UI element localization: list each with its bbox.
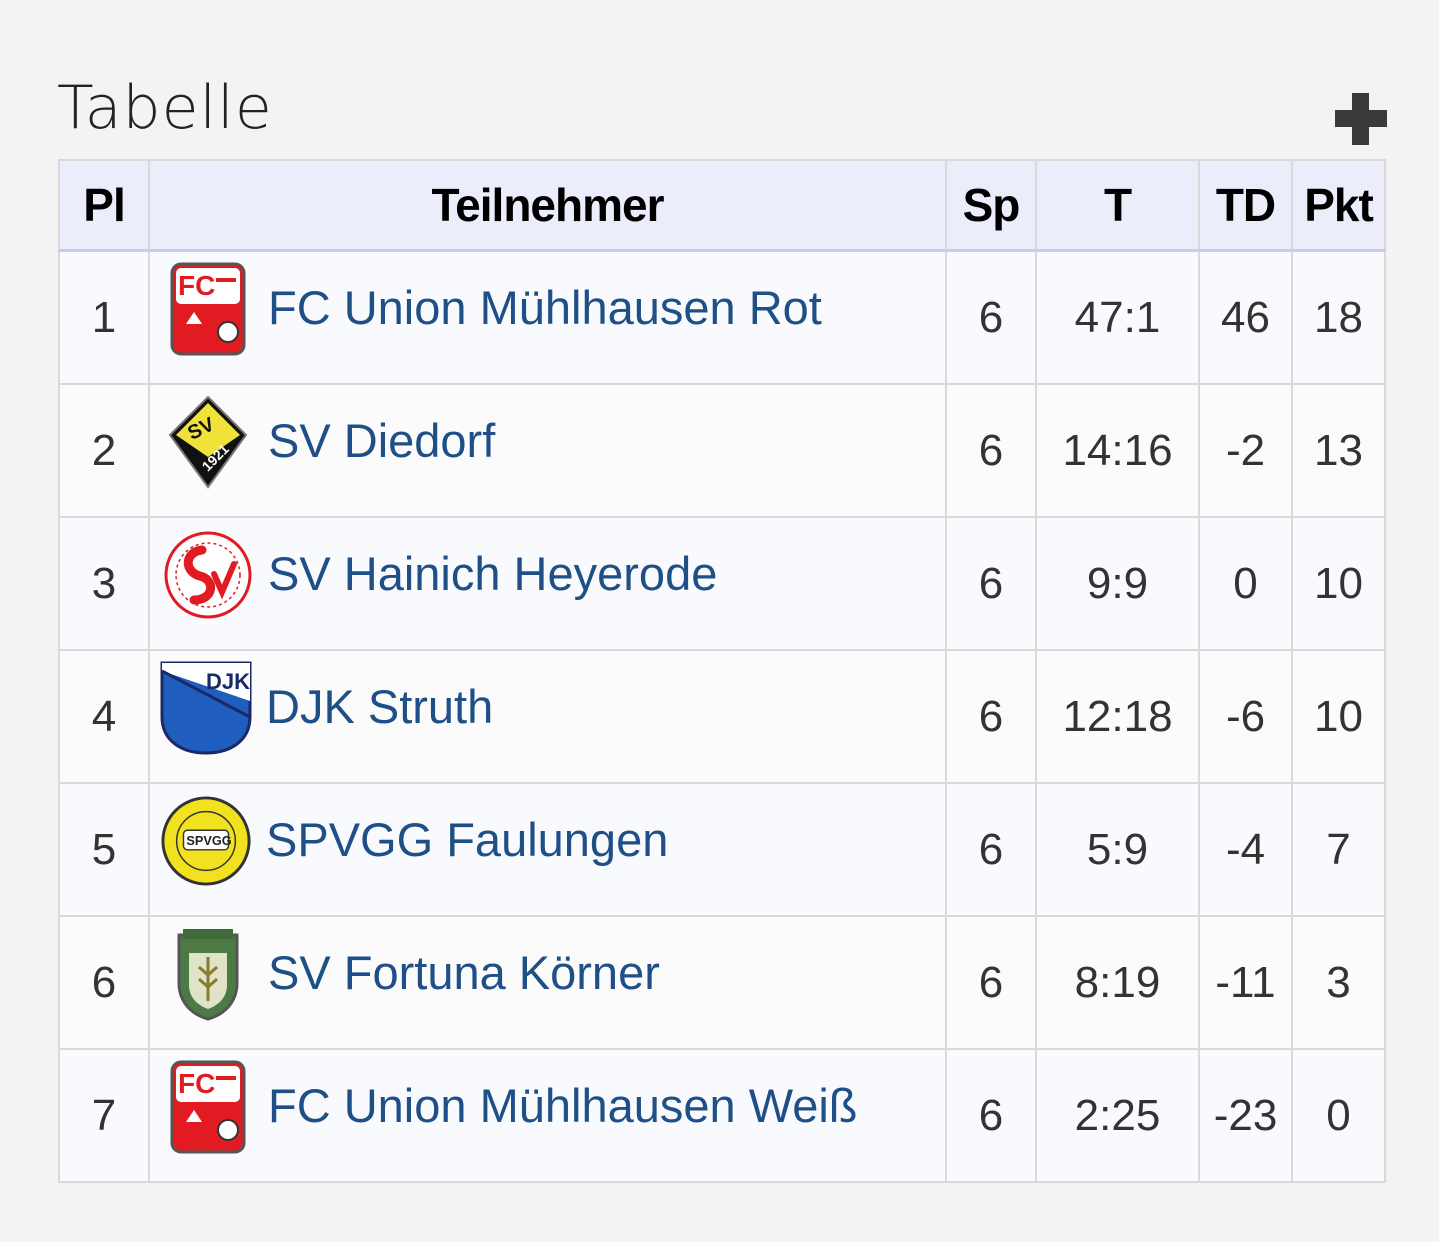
fc-union-muehlhausen-logo: FC <box>162 262 254 356</box>
djk-struth-logo: DJK <box>160 661 252 755</box>
team-link[interactable]: FC Union Mühlhausen Weiß <box>268 1079 858 1132</box>
column-header-sp[interactable]: Sp <box>945 159 1037 252</box>
table-row: 7 FC FC Union Mühlhausen Weiß <box>58 1048 1386 1183</box>
cell-games: 6 <box>945 516 1037 651</box>
sv-hainich-heyerode-logo <box>162 528 254 622</box>
page-title: Tabelle <box>57 73 273 143</box>
team-link[interactable]: SV Diedorf <box>268 414 496 467</box>
cell-goal-diff: -4 <box>1198 782 1293 917</box>
cell-place: 4 <box>58 649 150 784</box>
cell-place: 6 <box>58 915 150 1050</box>
cell-points: 3 <box>1291 915 1386 1050</box>
spvgg-faulungen-logo: SPVGG <box>160 794 252 888</box>
team-link[interactable]: DJK Struth <box>266 680 494 733</box>
sv-diedorf-logo: SV 1921 <box>162 395 254 489</box>
cell-goals: 8:19 <box>1035 915 1200 1050</box>
cell-goal-diff: 0 <box>1198 516 1293 651</box>
cell-goal-diff: -2 <box>1198 383 1293 518</box>
cell-points: 18 <box>1291 249 1386 385</box>
table-row: 2 SV 1921 SV Diedorf 6 14:16 -2 <box>58 383 1386 518</box>
standings-table: Pl Teilnehmer Sp T TD Pkt 1 FC <box>58 159 1386 1183</box>
column-header-team[interactable]: Teilnehmer <box>148 159 947 252</box>
cell-place: 1 <box>58 249 150 385</box>
cell-place: 7 <box>58 1048 150 1183</box>
column-header-pl[interactable]: Pl <box>58 159 150 252</box>
cell-games: 6 <box>945 383 1037 518</box>
cell-goals: 14:16 <box>1035 383 1200 518</box>
column-header-t[interactable]: T <box>1035 159 1200 252</box>
cell-points: 0 <box>1291 1048 1386 1183</box>
cell-points: 10 <box>1291 649 1386 784</box>
table-row: 3 SV Hainich Heyerode 6 9:9 0 <box>58 516 1386 651</box>
cell-games: 6 <box>945 1048 1037 1183</box>
sv-fortuna-koerner-logo <box>162 927 254 1021</box>
cell-games: 6 <box>945 649 1037 784</box>
table-row: 4 DJK DJK Struth 6 12:18 -6 <box>58 649 1386 784</box>
svg-text:FC: FC <box>178 270 215 301</box>
team-link[interactable]: SV Fortuna Körner <box>268 946 660 999</box>
cell-points: 7 <box>1291 782 1386 917</box>
table-header-row: Pl Teilnehmer Sp T TD Pkt <box>58 159 1386 252</box>
column-header-td[interactable]: TD <box>1198 159 1293 252</box>
cell-place: 2 <box>58 383 150 518</box>
team-link[interactable]: SPVGG Faulungen <box>266 813 669 866</box>
cell-goals: 47:1 <box>1035 249 1200 385</box>
column-header-pkt[interactable]: Pkt <box>1291 159 1386 252</box>
cell-goals: 5:9 <box>1035 782 1200 917</box>
plus-icon[interactable] <box>1335 93 1387 145</box>
cell-goal-diff: -11 <box>1198 915 1293 1050</box>
cell-goal-diff: -23 <box>1198 1048 1293 1183</box>
table-row: 1 FC FC Union Mühlhausen Rot <box>58 249 1386 385</box>
cell-games: 6 <box>945 249 1037 385</box>
table-row: 6 SV Fortuna Körner 6 8:19 -11 <box>58 915 1386 1050</box>
cell-goals: 2:25 <box>1035 1048 1200 1183</box>
cell-goals: 9:9 <box>1035 516 1200 651</box>
cell-place: 5 <box>58 782 150 917</box>
cell-place: 3 <box>58 516 150 651</box>
cell-games: 6 <box>945 782 1037 917</box>
cell-goals: 12:18 <box>1035 649 1200 784</box>
table-row: 5 SPVGG SPVGG Faulungen 6 5:9 -4 <box>58 782 1386 917</box>
cell-points: 10 <box>1291 516 1386 651</box>
svg-text:FC: FC <box>178 1068 215 1099</box>
cell-games: 6 <box>945 915 1037 1050</box>
cell-goal-diff: 46 <box>1198 249 1293 385</box>
team-link[interactable]: SV Hainich Heyerode <box>268 547 718 600</box>
svg-text:DJK: DJK <box>206 669 250 694</box>
cell-points: 13 <box>1291 383 1386 518</box>
svg-text:SPVGG: SPVGG <box>186 833 231 848</box>
cell-goal-diff: -6 <box>1198 649 1293 784</box>
fc-union-muehlhausen-logo: FC <box>162 1060 254 1154</box>
team-link[interactable]: FC Union Mühlhausen Rot <box>268 281 822 334</box>
